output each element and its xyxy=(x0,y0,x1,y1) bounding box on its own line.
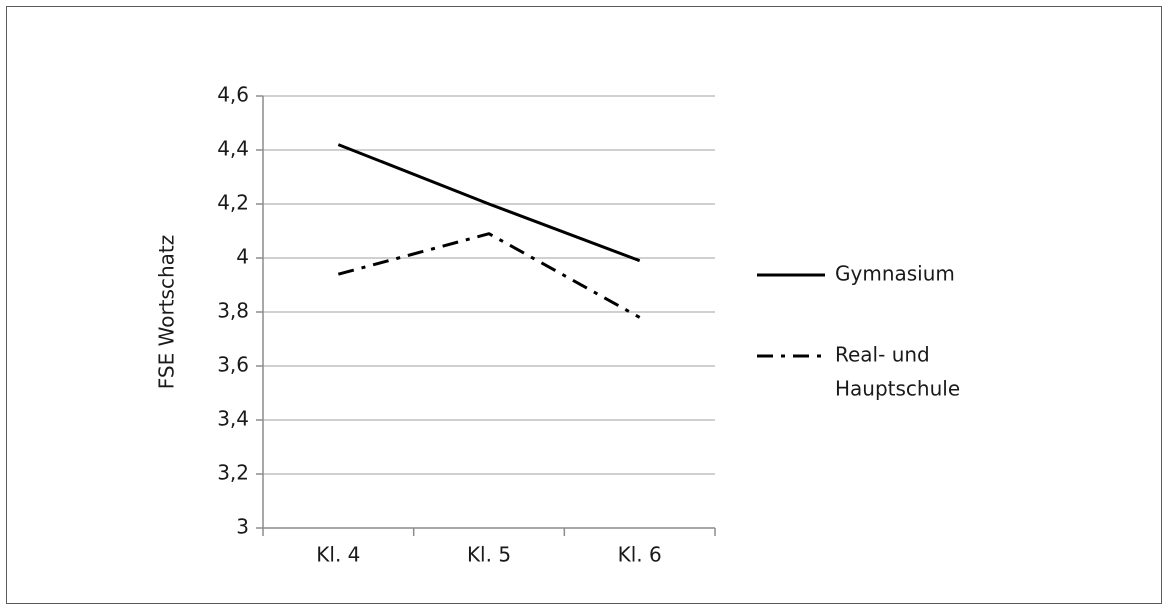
y-axis: 3 3,2 3,4 3,6 3,8 4 4,2 4,4 4,6 xyxy=(217,83,264,539)
y-tick-label: 4 xyxy=(236,245,249,269)
y-tick-label: 3,2 xyxy=(217,461,249,485)
y-axis-title: FSE Wortschatz xyxy=(155,235,179,389)
y-tick-label: 4,2 xyxy=(217,191,249,215)
y-tick-label: 3,8 xyxy=(217,299,249,323)
legend-label-0: Gymnasium xyxy=(835,262,955,286)
legend: Gymnasium Real- und Hauptschule xyxy=(757,262,960,401)
x-tick-label: Kl. 5 xyxy=(467,543,511,567)
legend-label-1: Hauptschule xyxy=(835,377,960,401)
chart-frame xyxy=(6,6,1162,604)
x-axis: Kl. 4 Kl. 5 Kl. 6 xyxy=(262,527,716,567)
y-tick-label: 4,4 xyxy=(217,137,249,161)
legend-label-1: Real- und xyxy=(835,343,930,367)
series-lines xyxy=(337,143,641,319)
y-tick-label: 3,4 xyxy=(217,407,249,431)
gridlines xyxy=(263,95,715,475)
y-tick-label: 3,6 xyxy=(217,353,249,377)
x-tick-label: Kl. 6 xyxy=(618,543,662,567)
y-tick-label: 3 xyxy=(236,515,249,539)
series-line-0 xyxy=(337,143,641,263)
x-tick-label: Kl. 4 xyxy=(316,543,360,567)
y-tick-label: 4,6 xyxy=(217,83,249,107)
series-line-1 xyxy=(337,232,641,319)
